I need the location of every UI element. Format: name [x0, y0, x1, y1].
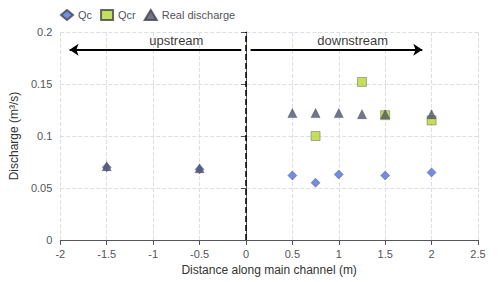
svg-text:upstream: upstream — [149, 33, 203, 48]
svg-text:0.1: 0.1 — [37, 130, 52, 142]
svg-text:2.5: 2.5 — [470, 248, 485, 260]
svg-text:0.05: 0.05 — [31, 182, 52, 194]
svg-text:Qcr: Qcr — [118, 9, 136, 21]
svg-text:2: 2 — [429, 248, 435, 260]
svg-text:Discharge (m³/s): Discharge (m³/s) — [7, 92, 21, 181]
svg-text:0: 0 — [243, 248, 249, 260]
svg-text:0: 0 — [46, 234, 52, 246]
svg-text:1: 1 — [336, 248, 342, 260]
svg-text:0.5: 0.5 — [285, 248, 300, 260]
svg-text:Distance along main channel (m: Distance along main channel (m) — [181, 263, 356, 277]
svg-text:downstream: downstream — [317, 33, 388, 48]
svg-text:1.5: 1.5 — [378, 248, 393, 260]
svg-text:-0.5: -0.5 — [190, 248, 209, 260]
svg-text:-1: -1 — [148, 248, 158, 260]
svg-text:Qc: Qc — [78, 9, 93, 21]
svg-text:-2: -2 — [55, 248, 65, 260]
svg-text:0.2: 0.2 — [37, 26, 52, 38]
svg-text:Real discharge: Real discharge — [162, 9, 235, 21]
svg-text:-1.5: -1.5 — [97, 248, 116, 260]
svg-text:0.15: 0.15 — [31, 78, 52, 90]
